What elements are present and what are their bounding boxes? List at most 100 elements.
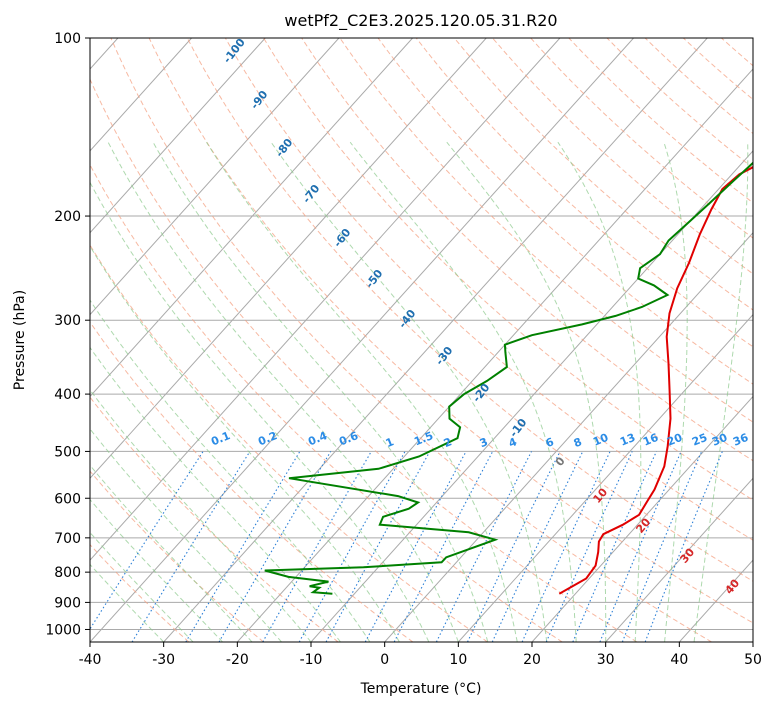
- mixing-ratio-label: 8: [572, 435, 584, 450]
- isotherm-line: [90, 38, 634, 642]
- mixing-ratio-line: [644, 451, 723, 642]
- isotherm-line: [531, 395, 753, 642]
- mixing-ratio-line: [521, 451, 611, 642]
- y-tick-label: 1000: [45, 622, 81, 638]
- y-tick-label: 700: [54, 531, 81, 547]
- mixing-ratio-label: 6: [544, 435, 556, 450]
- moist-adiabat-line: [152, 141, 489, 642]
- x-tick-label: -30: [152, 652, 175, 668]
- mixing-ratio-label: 0.2: [256, 429, 279, 448]
- dry-adiabat-line: [90, 543, 190, 642]
- y-tick-label: 500: [54, 444, 81, 460]
- x-tick-label: 50: [744, 652, 762, 668]
- moist-adiabat-line: [557, 141, 642, 642]
- moist-adiabat-line: [107, 141, 459, 642]
- moist-adiabat-line: [90, 563, 165, 642]
- moist-adiabat-line: [693, 142, 749, 642]
- mixing-ratio-line: [545, 451, 633, 642]
- mixing-ratio-label: 36: [731, 431, 750, 449]
- dry-adiabat-line: [90, 321, 414, 642]
- dry-adiabat-label: -90: [248, 88, 271, 112]
- mixing-ratio-line: [599, 451, 682, 642]
- profiles: [264, 161, 753, 595]
- mixing-ratio-label: 1.5: [412, 429, 435, 448]
- dry-adiabat-line: [530, 38, 753, 239]
- y-axis-title: Pressure (hPa): [12, 290, 28, 390]
- dry-adiabat-line: [568, 38, 753, 204]
- moist-adiabat-label: 40: [722, 576, 742, 596]
- y-tick-label: 300: [54, 313, 81, 329]
- x-tick-label: 10: [449, 652, 467, 668]
- plot-frame: [89, 37, 754, 643]
- x-tick-label: 20: [523, 652, 541, 668]
- isotherm-line: [310, 150, 753, 642]
- moist-adiabat-label: 0: [553, 454, 568, 468]
- isotherm-line: [90, 38, 561, 561]
- dry-adiabat-line: [415, 38, 753, 348]
- isotherm-line: [90, 38, 340, 316]
- isotherm-line: [384, 231, 753, 642]
- dry-adiabat-line: [186, 38, 753, 582]
- mixing-ratio-line: [621, 451, 703, 642]
- moist-adiabat-line: [90, 531, 194, 642]
- isotherm-line: [90, 38, 487, 480]
- dry-adiabat-line: [339, 38, 753, 423]
- isotherm-line: [236, 68, 753, 642]
- moist-adiabat-line: [270, 141, 548, 642]
- mixing-ratio-label: 25: [690, 431, 709, 449]
- dry-adiabat-label: -40: [396, 307, 419, 331]
- dry-adiabat-line: [90, 163, 563, 642]
- mixing-ratio-label: 2: [442, 435, 454, 450]
- mixing-ratio-label: 1: [384, 435, 396, 450]
- dry-adiabat-line: [263, 38, 753, 501]
- x-axis-title: Temperature (°C): [360, 681, 482, 697]
- y-tick-label: 400: [54, 387, 81, 403]
- mixing-ratio-label: 0.6: [337, 429, 360, 448]
- temperature-profile-line: [558, 166, 753, 595]
- y-tick-label: 900: [54, 595, 81, 611]
- dry-adiabat-label: -80: [273, 136, 296, 160]
- x-tick-label: 40: [670, 652, 688, 668]
- mixing-ratio-line: [131, 451, 251, 642]
- y-tick-label: 100: [54, 31, 81, 47]
- moist-adiabat-line: [349, 141, 577, 642]
- mixing-ratio-line: [262, 451, 372, 642]
- isotherm-line: [457, 313, 753, 642]
- background-lines: [90, 38, 775, 642]
- moist-adiabat-line: [663, 142, 688, 642]
- dry-adiabat-label: -60: [331, 226, 354, 250]
- dry-adiabat-label: -70: [300, 182, 323, 206]
- mixing-ratio-label: 20: [665, 431, 684, 449]
- dry-adiabat-line: [224, 38, 753, 541]
- mixing-ratio-label: 16: [641, 431, 660, 449]
- dry-adiabat-line: [760, 38, 775, 642]
- mixing-ratio-label: 10: [591, 431, 610, 449]
- mixing-ratio-label: 3: [478, 435, 490, 450]
- x-tick-label: 30: [597, 652, 615, 668]
- mixing-ratio-line: [572, 451, 657, 642]
- moist-adiabat-line: [90, 181, 430, 642]
- x-tick-label: -20: [226, 652, 249, 668]
- moist-adiabat-line: [90, 299, 371, 642]
- mixing-ratio-line: [90, 451, 204, 631]
- isotherm-line: [90, 38, 266, 234]
- x-tick-label: 0: [380, 652, 389, 668]
- dewpoint-profile-line: [264, 161, 753, 595]
- mixing-ratio-label: 30: [710, 431, 729, 449]
- moist-adiabat-line: [90, 464, 253, 642]
- moist-adiabat-label: 30: [677, 545, 697, 565]
- dry-adiabat-label: -30: [433, 344, 456, 368]
- chart-title: wetPf2_C2E3.2025.120.05.31.R20: [284, 11, 557, 31]
- mixing-ratio-label: 0.4: [306, 429, 329, 448]
- isotherm-line: [163, 38, 708, 642]
- moist-adiabat-label: 20: [633, 515, 653, 535]
- mixing-ratio-label: 0.1: [209, 429, 232, 448]
- dry-adiabat-line: [90, 244, 488, 642]
- dry-adiabat-line: [110, 38, 712, 642]
- moist-adiabat-line: [90, 245, 400, 642]
- mixing-ratio-line: [467, 451, 561, 642]
- y-axis: 100 200 300 400 500 600 700 800 900 1000: [45, 31, 90, 638]
- mixing-ratio-line: [325, 451, 431, 642]
- mixing-ratio-line: [491, 451, 584, 642]
- isotherm-line: [752, 641, 753, 642]
